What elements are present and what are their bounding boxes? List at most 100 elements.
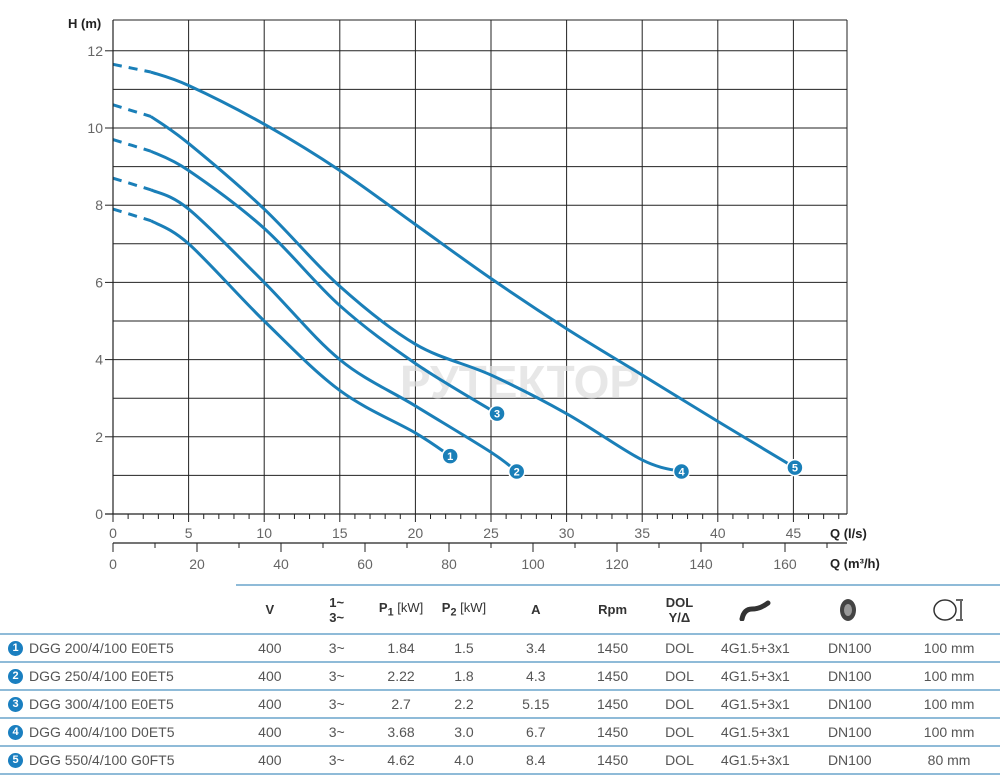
curve-number-badge: 2 (8, 669, 23, 685)
grid (113, 19, 848, 514)
curve-2-dashed (112, 176, 152, 192)
x-tick-label: 10 (256, 525, 272, 541)
rpm-cell: 1450 (575, 661, 650, 690)
dn-cell: DN100 (801, 745, 899, 775)
dn-cell: DN100 (801, 661, 899, 690)
col-rpm: Rpm (575, 584, 650, 634)
curve-marker-label: 3 (494, 409, 500, 421)
curve-marker (488, 404, 506, 423)
cable-cell: 4G1.5+3x1 (709, 633, 802, 662)
x2-tick-label: 100 (521, 556, 545, 572)
table-row: 5 DGG 550/4/100 G0FT5 400 3~ 4.62 4.0 8.4 1450 D… (0, 745, 1000, 775)
cable-cell: 4G1.5+3x1 (709, 717, 802, 746)
curve-marker (786, 458, 804, 477)
rpm-cell: 1450 (575, 717, 650, 746)
p1: P (378, 600, 388, 616)
y-tick-label: 2 (95, 429, 103, 445)
curve-marker-label: 2 (514, 467, 520, 479)
a-cell: 4.3 (495, 661, 576, 690)
p1-cell: 2.22 (370, 661, 432, 690)
model-name: DGG 250/4/100 E0ET5 (29, 667, 174, 684)
x2-axis-label: Q (m³/h) (830, 556, 880, 571)
curve-number-badge: 1 (8, 641, 23, 657)
curve-5-dashed (112, 62, 152, 74)
x-tick-label: 35 (634, 525, 650, 541)
p2-cell: 1.5 (431, 633, 496, 662)
col-phase: 1~ 3~ (303, 584, 371, 634)
table-header: V 1~ 3~ P1 [kW] P2 [kW] A Rpm DOL Y/Δ (0, 584, 1000, 634)
col-start: DOL Y/Δ (649, 584, 710, 634)
y-delta: Y/Δ (668, 609, 691, 625)
model-name: DGG 200/4/100 E0ET5 (29, 639, 174, 656)
table-row: 4 DGG 400/4/100 D0ET5 400 3~ 3.68 3.0 6.7 1450 D… (0, 717, 1000, 746)
v-cell: 400 (236, 633, 304, 662)
x-tick-label: 25 (483, 525, 499, 541)
phase1: 1~ (329, 594, 345, 610)
col-passage (898, 584, 1000, 634)
phase-cell: 3~ (303, 633, 371, 662)
col-current: A (495, 584, 576, 634)
y-axis-label: H (m) (68, 16, 101, 31)
cable-cell: 4G1.5+3x1 (709, 661, 802, 690)
pump-spec-table: V 1~ 3~ P1 [kW] P2 [kW] A Rpm DOL Y/Δ 1 DGG… (0, 584, 1000, 775)
curve-3-dashed (112, 138, 152, 153)
curve-number-badge: 5 (8, 753, 23, 769)
col-p2: P2 [kW] (431, 584, 496, 634)
phase-cell: 3~ (303, 689, 371, 718)
cable-icon (739, 600, 771, 621)
table-row: 3 DGG 300/4/100 E0ET5 400 3~ 2.7 2.2 5.15 1450 D… (0, 689, 1000, 718)
curve-marker (672, 462, 691, 481)
v-cell: 400 (236, 745, 304, 775)
model-cell: 2 DGG 250/4/100 E0ET5 (0, 661, 237, 690)
a-cell: 8.4 (495, 745, 576, 775)
curve-1-dashed (112, 207, 152, 223)
phase-cell: 3~ (303, 745, 371, 775)
col-p1: P1 [kW] (370, 584, 432, 634)
x-tick-label: 45 (786, 525, 802, 541)
curve-marker (441, 447, 459, 465)
x2-tick-label: 0 (109, 556, 117, 572)
cable-cell: 4G1.5+3x1 (709, 745, 802, 775)
curve-1 (150, 219, 452, 458)
x-tick-label: 15 (332, 525, 348, 541)
p2-cell: 3.0 (431, 717, 496, 746)
start-cell: DOL (649, 689, 710, 718)
dn-cell: DN100 (801, 689, 899, 718)
start-cell: DOL (649, 745, 710, 775)
y-tick-label: 6 (95, 274, 103, 290)
free-passage-icon (933, 598, 964, 621)
table-row: 1 DGG 200/4/100 E0ET5 400 3~ 1.84 1.5 3.4 1450 D… (0, 633, 1000, 662)
curve-marker-label: 5 (792, 463, 798, 475)
col-voltage: V (236, 584, 304, 634)
y-tick-label: 0 (95, 506, 103, 522)
phase-cell: 3~ (303, 717, 371, 746)
p1-sub: 1 (387, 606, 394, 619)
rpm-cell: 1450 (575, 689, 650, 718)
x2-tick-label: 20 (189, 556, 205, 572)
p2: P (441, 600, 451, 616)
x2-tick-label: 60 (357, 556, 373, 572)
phase-cell: 3~ (303, 661, 371, 690)
passage-cell: 100 mm (898, 689, 1000, 718)
x-tick-label: 5 (185, 525, 193, 541)
x2-tick-label: 80 (441, 556, 457, 572)
dol: DOL (665, 594, 694, 610)
y-tick-label: 12 (87, 43, 103, 59)
x-tick-label: 20 (408, 525, 424, 541)
x2-tick-label: 160 (773, 556, 797, 572)
passage-cell: 100 mm (898, 633, 1000, 662)
model-name: DGG 550/4/100 G0FT5 (29, 751, 175, 768)
curve-marker (507, 462, 526, 481)
col-cable (709, 584, 802, 634)
dn-cell: DN100 (801, 633, 899, 662)
curve-marker-label: 1 (447, 451, 453, 463)
model-cell: 4 DGG 400/4/100 D0ET5 (0, 717, 237, 746)
p1-cell: 3.68 (370, 717, 432, 746)
model-name: DGG 300/4/100 E0ET5 (29, 695, 174, 712)
y-tick-label: 10 (87, 120, 103, 136)
passage-cell: 100 mm (898, 717, 1000, 746)
x2-tick-label: 40 (273, 556, 289, 572)
p1-unit: [kW] (393, 600, 424, 616)
start-cell: DOL (649, 633, 710, 662)
